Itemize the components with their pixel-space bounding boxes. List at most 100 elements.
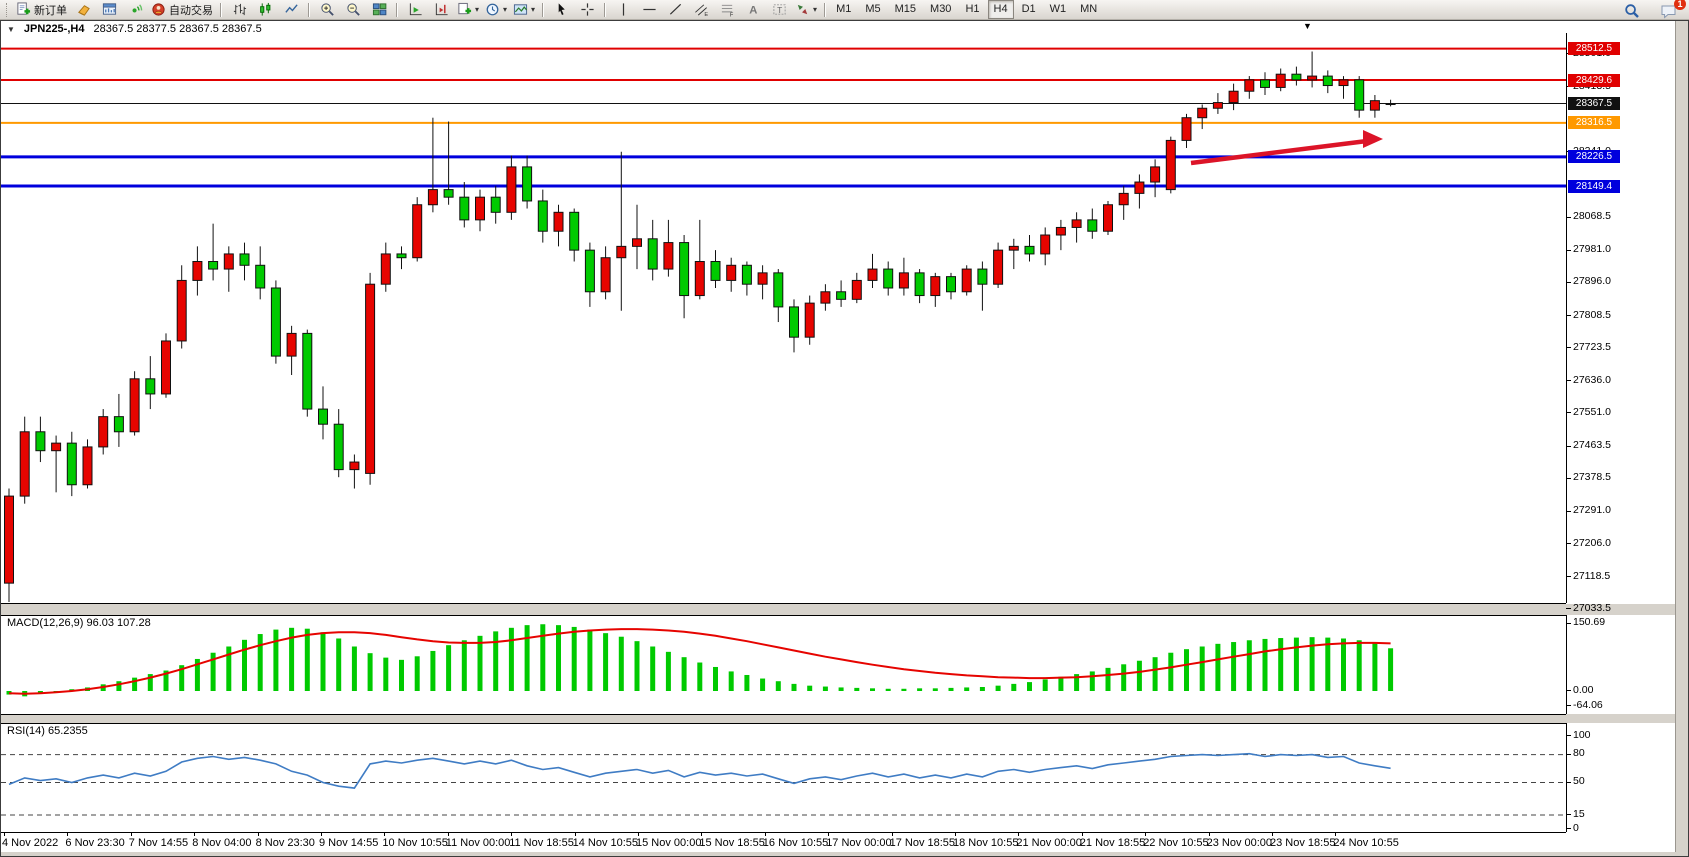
signals-button[interactable] (122, 0, 148, 20)
auto-scroll-icon (409, 3, 422, 16)
equidistant-channel-button[interactable]: E (688, 0, 714, 20)
rsi-tick-label: 15 (1573, 807, 1585, 820)
tile-windows-button[interactable] (366, 0, 392, 20)
candle (223, 253, 234, 270)
eraser-button[interactable] (70, 0, 96, 20)
timeframe-M30[interactable]: M30 (930, 3, 952, 15)
timeframe-H4[interactable]: H4 (987, 0, 1014, 19)
trendline-button[interactable] (662, 0, 688, 20)
time-tick-mark (1081, 832, 1083, 836)
pane-separator[interactable] (1, 604, 1688, 615)
templates-button[interactable] (510, 0, 538, 20)
search-icon (1625, 4, 1639, 18)
cursor-button[interactable] (548, 0, 574, 20)
text-label-button[interactable]: T (766, 0, 792, 20)
zoom-out-button[interactable] (340, 0, 366, 20)
price-pane[interactable] (1, 33, 1566, 604)
time-tick-mark (321, 832, 322, 836)
candle (98, 416, 109, 448)
macd-bar (979, 686, 985, 691)
timeframe-H1[interactable]: H1 (965, 3, 980, 15)
macd-tick-label: -64.06 (1573, 698, 1603, 711)
trend-arrow-line[interactable] (1190, 138, 1372, 166)
macd-bar (320, 632, 326, 691)
horizontal-line-button[interactable] (636, 0, 662, 20)
new-order-icon (17, 2, 31, 15)
new-order-label: 新订单 (34, 4, 67, 17)
macd-bar (210, 652, 216, 691)
rsi-pane[interactable] (1, 723, 1566, 833)
candle (1322, 75, 1333, 87)
macd-tick-mark (1566, 690, 1571, 691)
arrows-button[interactable] (792, 0, 820, 20)
price-tick-mark (1566, 510, 1571, 512)
toolbar-right-group: 1 (1619, 0, 1686, 21)
new-chart-button[interactable] (454, 0, 482, 20)
timeframe-W1[interactable]: W1 (1049, 3, 1067, 15)
price-tick-mark (1566, 86, 1571, 88)
price-tick-mark (1566, 281, 1571, 283)
candle (475, 196, 485, 221)
search-button[interactable] (1619, 1, 1645, 21)
candle (192, 260, 203, 281)
candle (537, 200, 548, 232)
window-right-strip (1675, 21, 1689, 852)
zoom-in-button[interactable] (314, 0, 340, 20)
vertical-line-button[interactable] (610, 0, 636, 20)
pane-separator[interactable] (1, 714, 1688, 723)
macd-bar (1388, 648, 1394, 691)
timeframe-MN[interactable]: MN (1080, 3, 1098, 15)
rsi-tick-label: 100 (1573, 728, 1591, 741)
toolbar-grip[interactable] (6, 2, 10, 17)
fibonacci-button[interactable]: F (714, 0, 740, 20)
chart-shift-button[interactable] (428, 0, 454, 20)
zoom-out-icon (346, 3, 360, 16)
line-chart-button[interactable] (278, 0, 304, 20)
macd-bar (132, 677, 138, 691)
timeframe-M1[interactable]: M1 (836, 3, 852, 15)
level-price-label: 28149.4 (1568, 179, 1620, 193)
candle (208, 260, 219, 270)
macd-bar (493, 631, 499, 691)
eraser-icon (77, 5, 90, 16)
new-order-button[interactable]: 新订单 (13, 0, 70, 20)
one-click-trading-icon[interactable] (7, 23, 15, 35)
timeframe-M5[interactable]: M5 (865, 3, 881, 15)
timeframe-M15[interactable]: M15 (894, 3, 917, 15)
candle (820, 291, 831, 304)
macd-bar (822, 686, 828, 691)
time-axis-label: 8 Nov 23:30 (255, 837, 315, 849)
tile-windows-icon (372, 3, 386, 16)
macd-bar (179, 665, 185, 691)
macd-bar (194, 658, 200, 691)
text-button[interactable]: A (740, 0, 766, 20)
macd-bar (336, 638, 342, 691)
charts-window-button[interactable] (96, 0, 122, 20)
price-tick-label: 27808.5 (1573, 308, 1611, 321)
time-axis-label: 16 Nov 10:55 (762, 837, 829, 849)
crosshair-button[interactable] (574, 0, 600, 20)
macd-pane[interactable] (1, 615, 1566, 715)
rsi-tick-mark (1566, 753, 1571, 755)
macd-bar (1356, 640, 1362, 691)
chart-shift-marker[interactable] (1303, 21, 1312, 31)
autotrading-button[interactable]: 自动交易 (148, 0, 216, 20)
notifications-button[interactable]: 1 (1655, 0, 1686, 21)
time-axis-label: 4 Nov 2022 (2, 837, 59, 849)
price-tick-mark (1566, 347, 1571, 349)
candle (804, 302, 815, 338)
macd-bar (650, 646, 656, 691)
bar-chart-button[interactable] (226, 0, 252, 20)
period-button[interactable] (482, 0, 510, 20)
candlestick-chart-button[interactable] (252, 0, 278, 20)
candle (898, 272, 909, 289)
candle (459, 196, 470, 221)
time-axis-label: 7 Nov 14:55 (128, 837, 189, 849)
timeframe-D1[interactable]: D1 (1021, 3, 1036, 15)
main-toolbar: 新订单 自动交易 (0, 0, 1689, 20)
macd-bar (901, 688, 907, 691)
macd-label: MACD(12,26,9) 96.03 107.28 (7, 617, 151, 629)
time-axis-label: 23 Nov 18:55 (1270, 837, 1336, 849)
rsi-line (8, 752, 1391, 789)
auto-scroll-button[interactable] (402, 0, 428, 20)
